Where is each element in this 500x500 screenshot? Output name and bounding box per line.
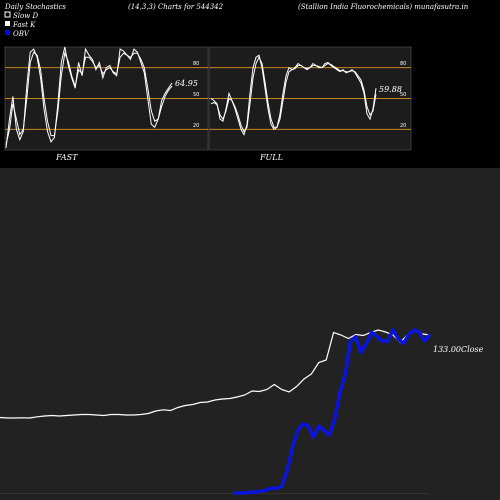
fast-slow-d-line <box>5 51 173 145</box>
fast-panel-label: FAST <box>55 153 78 162</box>
legend-label-obv: OBV <box>13 30 30 38</box>
chart-params: (14,3,3) Charts for 544342 <box>128 3 224 11</box>
full-panel: 80 50 20 59.88 <box>208 46 412 151</box>
close-price-line <box>0 329 431 419</box>
legend-swatch-obv <box>5 30 10 35</box>
company-name: (Stallion India Fluorochemicals) munafas… <box>298 3 469 11</box>
legend-swatch-fast-k <box>5 21 10 26</box>
price-panel: 133.00Close <box>0 168 500 500</box>
fast-level-label-50: 50 <box>193 92 199 98</box>
legend-label-slow-d: Slow D <box>13 12 38 20</box>
fast-level-label-80: 80 <box>193 61 199 67</box>
chart-title: Daily Stochastics <box>4 3 66 11</box>
fast-level-label-20: 20 <box>193 123 199 129</box>
legend: Slow D Fast K OBV <box>4 11 38 38</box>
fast-last-value: 64.95 <box>175 79 198 88</box>
legend-label-fast-k: Fast K <box>12 21 36 29</box>
legend-swatch-slow-d <box>4 11 11 18</box>
fast-panel: 80 50 20 64.95 <box>4 46 209 151</box>
full-level-label-80: 80 <box>400 61 406 67</box>
full-level-label-50: 50 <box>400 92 406 98</box>
price-panel-bg <box>0 168 500 500</box>
full-panel-label: FULL <box>259 153 283 162</box>
full-last-value: 59.88 <box>379 85 402 94</box>
fast-fast-k-line <box>5 46 173 148</box>
obv-line <box>234 328 432 495</box>
full-fast-k-line <box>210 54 377 136</box>
close-price-label: 133.00Close <box>433 345 484 354</box>
full-level-label-20: 20 <box>400 123 406 129</box>
